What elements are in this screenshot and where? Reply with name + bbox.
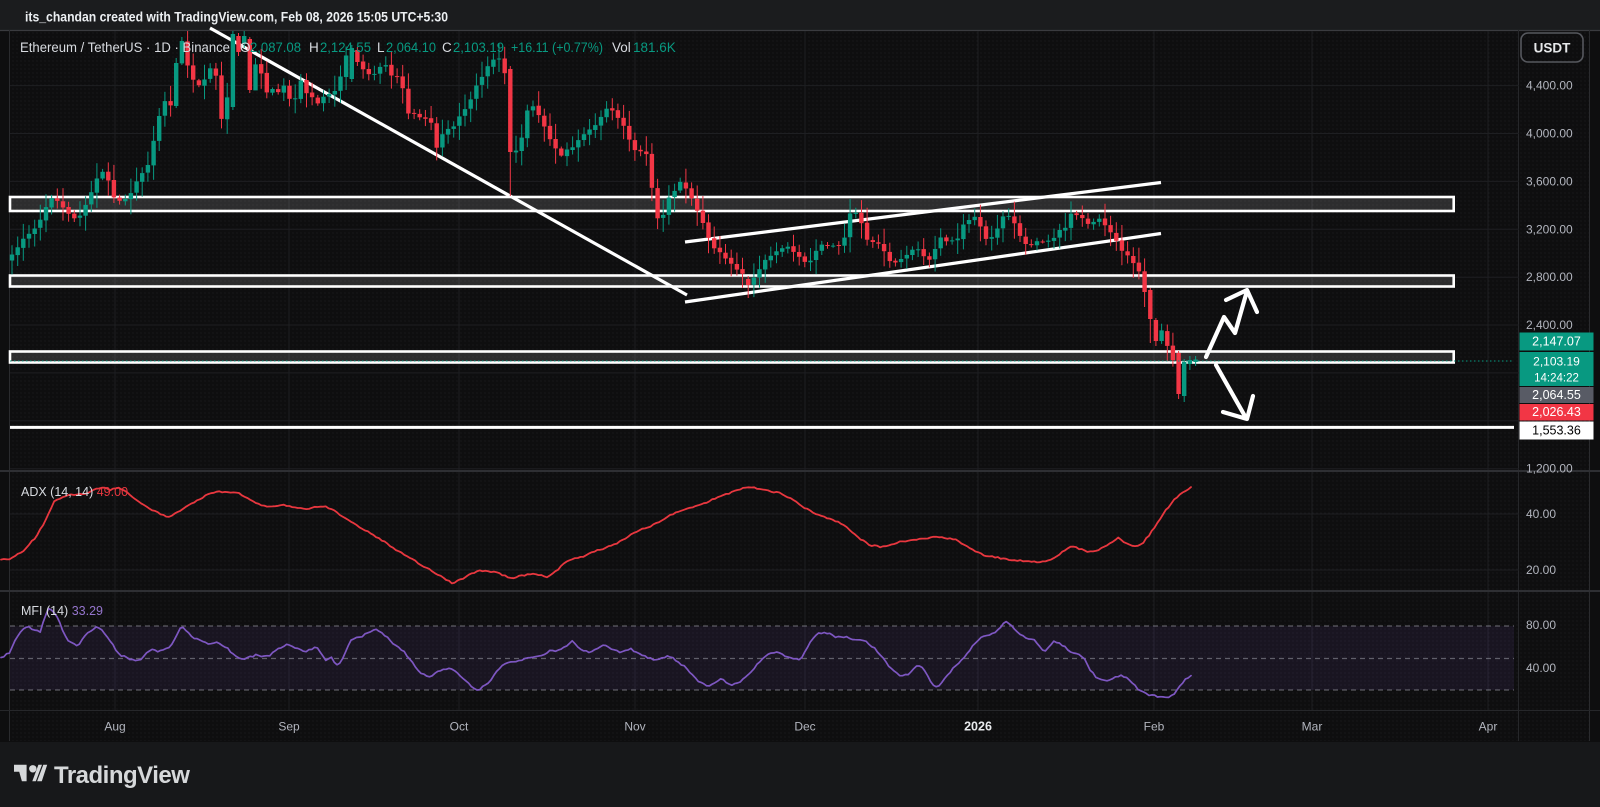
svg-text:2,103.19: 2,103.19 (1533, 355, 1580, 369)
svg-text:Dec: Dec (794, 720, 815, 734)
svg-text:Sep: Sep (278, 720, 300, 734)
svg-text:2,400.00: 2,400.00 (1526, 318, 1573, 332)
svg-text:2026: 2026 (964, 720, 992, 734)
svg-text:3,600.00: 3,600.00 (1526, 174, 1573, 188)
svg-text:its_chandan created with Tradi: its_chandan created with TradingView.com… (25, 9, 448, 25)
svg-text:ADX (14, 14) 49.00: ADX (14, 14) 49.00 (21, 485, 128, 499)
svg-text:2,147.07: 2,147.07 (1532, 335, 1581, 349)
svg-text:USDT: USDT (1534, 41, 1572, 56)
svg-text:Oct: Oct (450, 720, 469, 734)
svg-text:Mar: Mar (1302, 720, 1323, 734)
svg-text:TradingView: TradingView (54, 762, 190, 789)
svg-text:2,064.55: 2,064.55 (1532, 388, 1581, 402)
svg-text:Feb: Feb (1144, 720, 1165, 734)
svg-text:Nov: Nov (624, 720, 645, 734)
svg-text:40.00: 40.00 (1526, 661, 1556, 675)
svg-text:80.00: 80.00 (1526, 618, 1556, 632)
svg-text:2,800.00: 2,800.00 (1526, 270, 1573, 284)
svg-text:2,026.43: 2,026.43 (1532, 405, 1581, 419)
svg-text:Aug: Aug (104, 720, 125, 734)
svg-text:3,200.00: 3,200.00 (1526, 222, 1573, 236)
svg-text:4,400.00: 4,400.00 (1526, 79, 1573, 93)
svg-text:20.00: 20.00 (1526, 563, 1556, 577)
svg-text:MFI (14) 33.29: MFI (14) 33.29 (21, 604, 103, 618)
svg-text:40.00: 40.00 (1526, 507, 1556, 521)
svg-text:1,553.36: 1,553.36 (1532, 424, 1581, 438)
svg-text:14:24:22: 14:24:22 (1534, 373, 1579, 385)
svg-text:4,000.00: 4,000.00 (1526, 127, 1573, 141)
svg-text:1,200.00: 1,200.00 (1526, 462, 1573, 476)
svg-text:Apr: Apr (1479, 720, 1498, 734)
svg-text:Ethereum / TetherUS · 1D · Bin: Ethereum / TetherUS · 1D · Binance O2,087… (20, 40, 676, 55)
